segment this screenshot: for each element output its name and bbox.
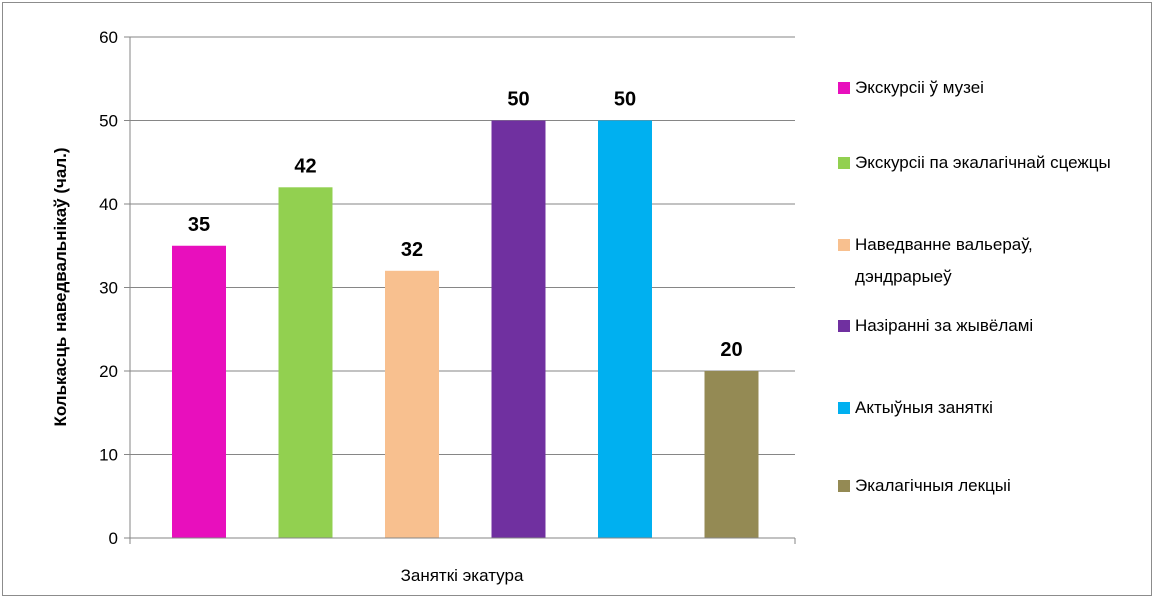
y-tick-label: 50 (99, 112, 118, 131)
y-tick-label: 0 (109, 529, 118, 548)
bar (598, 120, 652, 538)
legend-item: Экалагічныя лекцыі (838, 470, 1125, 502)
bars (172, 120, 759, 539)
y-tick-label: 40 (99, 195, 118, 214)
data-labels: 35 42 32 50 50 20 (188, 89, 743, 362)
data-label: 20 (720, 339, 742, 361)
legend-item: Наведванне вальераў, дэндрарыеў (838, 229, 1125, 293)
gridlines (124, 36, 795, 539)
legend-label: Наведванне вальераў, дэндрарыеў (855, 235, 1033, 286)
legend-swatch (838, 239, 850, 251)
y-tick-labels: 0 10 20 30 40 50 60 (99, 28, 118, 548)
legend-swatch (838, 157, 850, 169)
axes (129, 37, 796, 544)
legend-swatch (838, 480, 850, 492)
y-axis-title: Колькасць наведвальнікаў (чал.) (51, 147, 70, 426)
data-label: 42 (294, 155, 316, 177)
legend-label: Экалагічныя лекцыі (855, 476, 1011, 495)
legend-item: Экскурсіі па экалагічнай сцежцы (838, 147, 1125, 179)
legend-label: Экскурсіі ў музеі (855, 78, 984, 97)
bar (172, 245, 226, 538)
data-label: 35 (188, 214, 210, 236)
legend-item: Экскурсіі ў музеі (838, 72, 1125, 104)
legend-label: Назіранні за жывёламі (855, 316, 1034, 335)
y-tick-label: 60 (99, 28, 118, 47)
data-label: 32 (401, 239, 423, 261)
bar (704, 371, 759, 538)
data-label: 50 (614, 89, 636, 111)
y-tick-label: 30 (99, 279, 118, 298)
y-tick-label: 10 (99, 446, 118, 465)
legend-swatch (838, 82, 850, 94)
x-axis-title: Заняткі экатура (401, 566, 524, 585)
legend-label: Экскурсіі па экалагічнай сцежцы (855, 153, 1111, 172)
bar (491, 120, 546, 538)
data-label: 50 (507, 89, 529, 111)
legend-swatch (838, 320, 850, 332)
bar (278, 187, 333, 539)
bar (385, 270, 439, 538)
legend-item: Актыўныя заняткі (838, 392, 1125, 424)
legend-item: Назіранні за жывёламі (838, 310, 1125, 342)
y-tick-label: 20 (99, 362, 118, 381)
legend-swatch (838, 402, 850, 414)
legend-label: Актыўныя заняткі (855, 398, 993, 417)
